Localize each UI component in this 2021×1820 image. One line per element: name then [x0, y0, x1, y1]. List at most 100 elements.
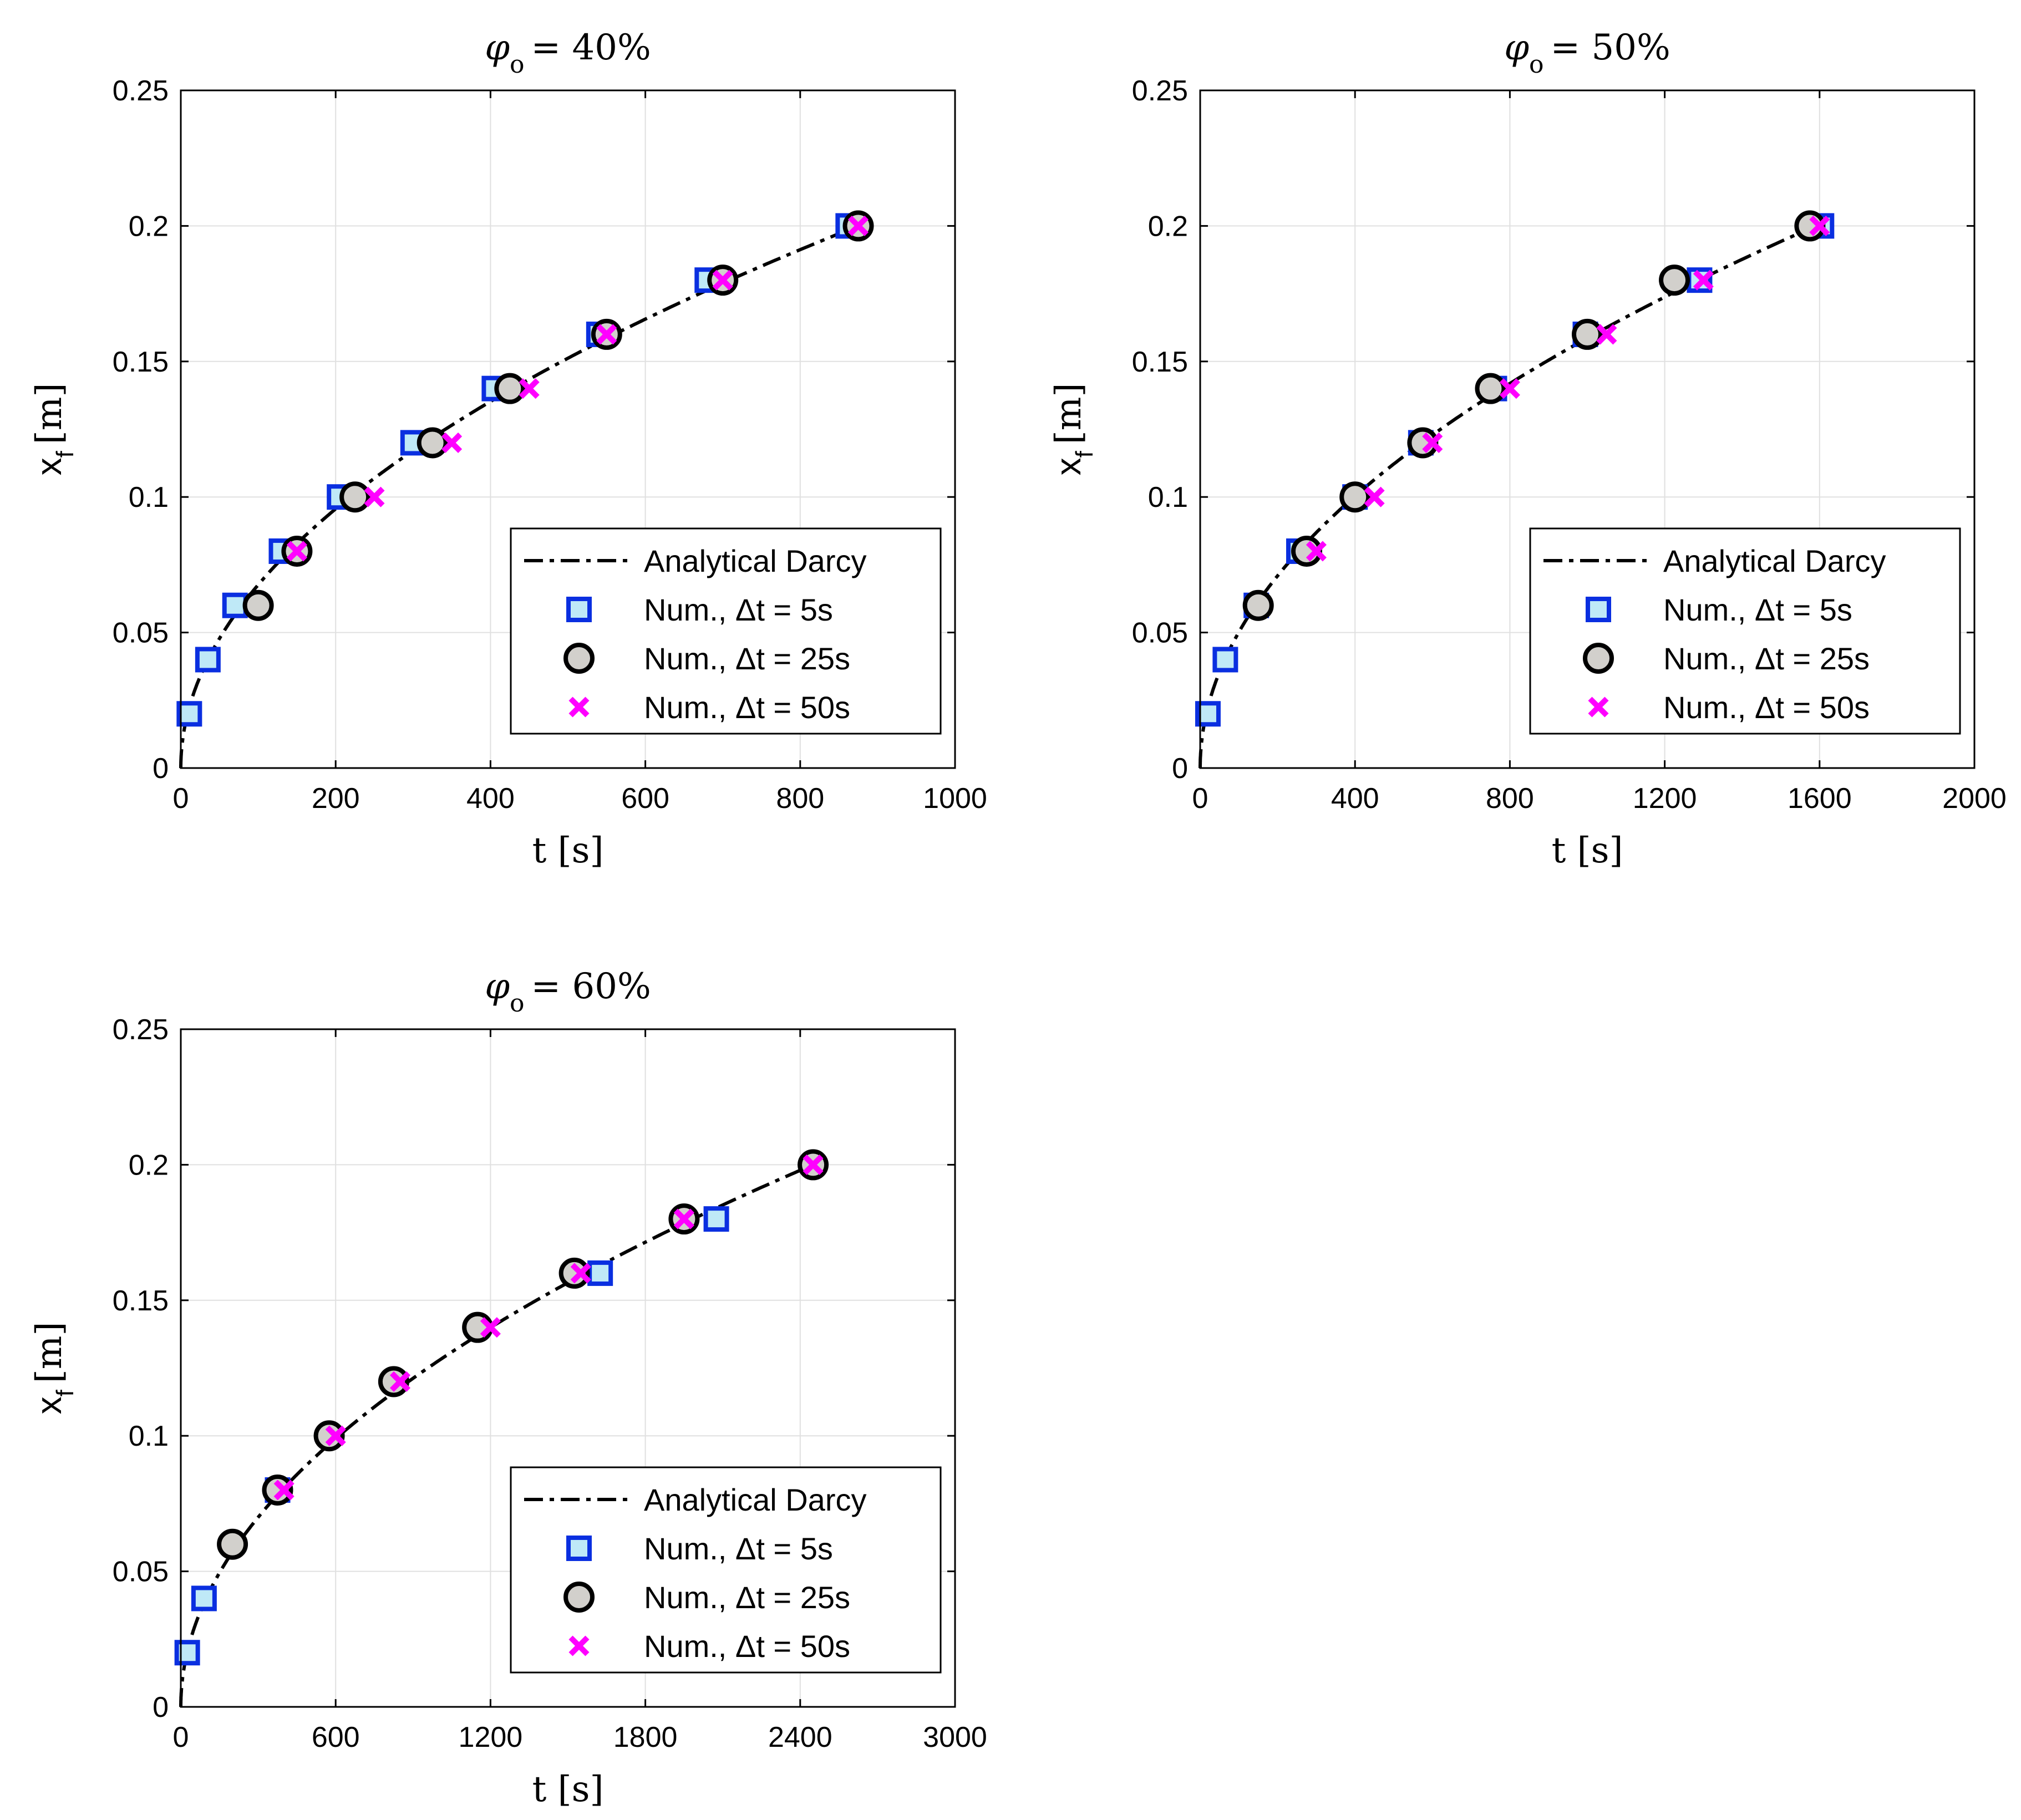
data-point-x: [712, 270, 733, 291]
x-tick-label: 1200: [1633, 782, 1697, 815]
x-axis-label: t [s]: [1552, 830, 1623, 871]
x-tick-label: 1000: [923, 782, 987, 815]
data-point-circle: [1572, 318, 1603, 350]
data-point-circle: [1242, 589, 1274, 621]
data-point-x: [1596, 324, 1617, 345]
title-symbol: φ: [485, 27, 510, 68]
data-point-square: [195, 647, 221, 673]
panel-title: φo = 50%: [1504, 27, 1670, 79]
data-point-x: [480, 1317, 501, 1338]
chart-panel-3: 0 600 1200 1800 2400 3000 0 0.05 0.1 0.15 0.2 0.25 φ…: [29, 966, 987, 1810]
title-subscript: o: [510, 50, 525, 79]
x-axis-label: t [s]: [532, 830, 604, 871]
data-point-x: [673, 1208, 694, 1229]
y-tick-label: 0.1: [129, 1420, 169, 1452]
legend-marker-x: [568, 1635, 590, 1656]
y-axis-label: xf [m]: [1048, 383, 1098, 476]
legend-label: Num., Δt = 25s: [644, 641, 850, 676]
x-tick-label: 600: [621, 782, 669, 815]
y-tick-label: 0: [153, 753, 169, 785]
data-point-circle: [313, 1420, 345, 1452]
y-label-subscript: f: [1071, 450, 1098, 457]
title-symbol: φ: [1504, 27, 1529, 68]
x-tick-label: 2000: [1942, 782, 2007, 815]
data-point-circle: [417, 427, 448, 459]
y-tick-label: 0.1: [1148, 481, 1188, 514]
y-tick-label: 0.2: [129, 210, 169, 242]
data-point-square: [587, 1260, 613, 1286]
legend-box: [510, 1466, 942, 1674]
data-point-circle: [378, 1366, 409, 1397]
x-tick-label: 800: [1486, 782, 1534, 815]
y-tick-label: 0.05: [113, 617, 169, 649]
legend-label: Num., Δt = 5s: [644, 592, 833, 627]
x-tick-label: 2400: [768, 1721, 832, 1753]
data-point-x: [596, 324, 617, 345]
y-tick-label: 0.05: [1132, 617, 1188, 649]
panel-title: φo = 60%: [485, 966, 651, 1018]
y-axis-label: xf [m]: [29, 1322, 79, 1415]
legend-label: Analytical Darcy: [1663, 543, 1886, 578]
data-point-circle: [339, 481, 371, 513]
y-tick-label: 0.25: [113, 75, 169, 107]
x-tick-label: 400: [466, 782, 515, 815]
x-tick-label: 0: [173, 782, 189, 815]
data-point-circle: [242, 589, 274, 621]
y-tick-label: 0.15: [113, 346, 169, 378]
data-point-x: [1693, 270, 1714, 291]
data-point-x: [273, 1480, 294, 1501]
legend-label: Num., Δt = 50s: [1663, 690, 1870, 725]
legend-marker-x: [568, 697, 590, 718]
data-point-x: [519, 378, 540, 399]
y-tick-label: 0.2: [1148, 210, 1188, 242]
chart-panel-2: 0 400 800 1200 1600 2000 0 0.05 0.1 0.15 0.2 0.25 φo…: [1048, 27, 2007, 871]
legend-box: [510, 527, 942, 735]
title-subscript: o: [510, 989, 525, 1018]
y-tick-label: 0.05: [113, 1556, 169, 1588]
x-tick-label: 600: [312, 1721, 360, 1753]
data-point-x: [1364, 486, 1385, 507]
data-point-square: [222, 592, 248, 618]
data-point-x: [803, 1154, 824, 1175]
legend: Analytical Darcy Num., Δt = 5s Num., Δt = …: [510, 1466, 942, 1674]
y-label-symbol: x: [1048, 457, 1088, 475]
legend-label: Num., Δt = 50s: [644, 1629, 850, 1664]
data-point-circle: [1339, 481, 1371, 513]
data-point-x: [364, 486, 385, 507]
axes-box: [180, 89, 956, 769]
series-x: [1306, 215, 1830, 562]
x-tick-label: 1800: [613, 1721, 678, 1753]
legend-marker-square: [1586, 597, 1611, 622]
legend-marker-circle: [563, 643, 595, 674]
x-tick-label: 1200: [459, 1721, 523, 1753]
legend-marker-circle: [1583, 643, 1614, 674]
legend-label: Num., Δt = 25s: [644, 1580, 850, 1615]
y-axis-label: xf [m]: [29, 383, 79, 476]
data-point-x: [1499, 378, 1520, 399]
y-tick-label: 0.25: [1132, 75, 1188, 107]
data-point-circle: [262, 1474, 293, 1506]
legend-marker-x: [1588, 697, 1609, 718]
y-label-symbol: x: [29, 457, 69, 475]
data-point-square: [703, 1206, 729, 1232]
data-point-circle: [1475, 373, 1506, 404]
series-x: [286, 215, 869, 562]
legend-label: Num., Δt = 25s: [1663, 641, 1870, 676]
data-point-x: [441, 432, 463, 453]
legend-label: Num., Δt = 5s: [1663, 592, 1852, 627]
title-symbol: φ: [485, 966, 510, 1007]
title-subscript: o: [1529, 50, 1544, 79]
y-tick-label: 0.15: [113, 1285, 169, 1317]
axes-box: [180, 1028, 956, 1708]
data-point-square: [174, 1640, 200, 1666]
legend-marker-square: [566, 597, 592, 622]
title-value: = 40%: [531, 27, 651, 68]
data-point-circle: [1659, 265, 1690, 296]
legend: Analytical Darcy Num., Δt = 5s Num., Δt = …: [510, 527, 942, 735]
data-point-x: [1306, 541, 1327, 562]
data-point-square: [176, 701, 202, 727]
y-tick-label: 0: [1172, 753, 1188, 785]
series-x: [273, 1154, 824, 1501]
data-point-circle: [558, 1257, 590, 1289]
